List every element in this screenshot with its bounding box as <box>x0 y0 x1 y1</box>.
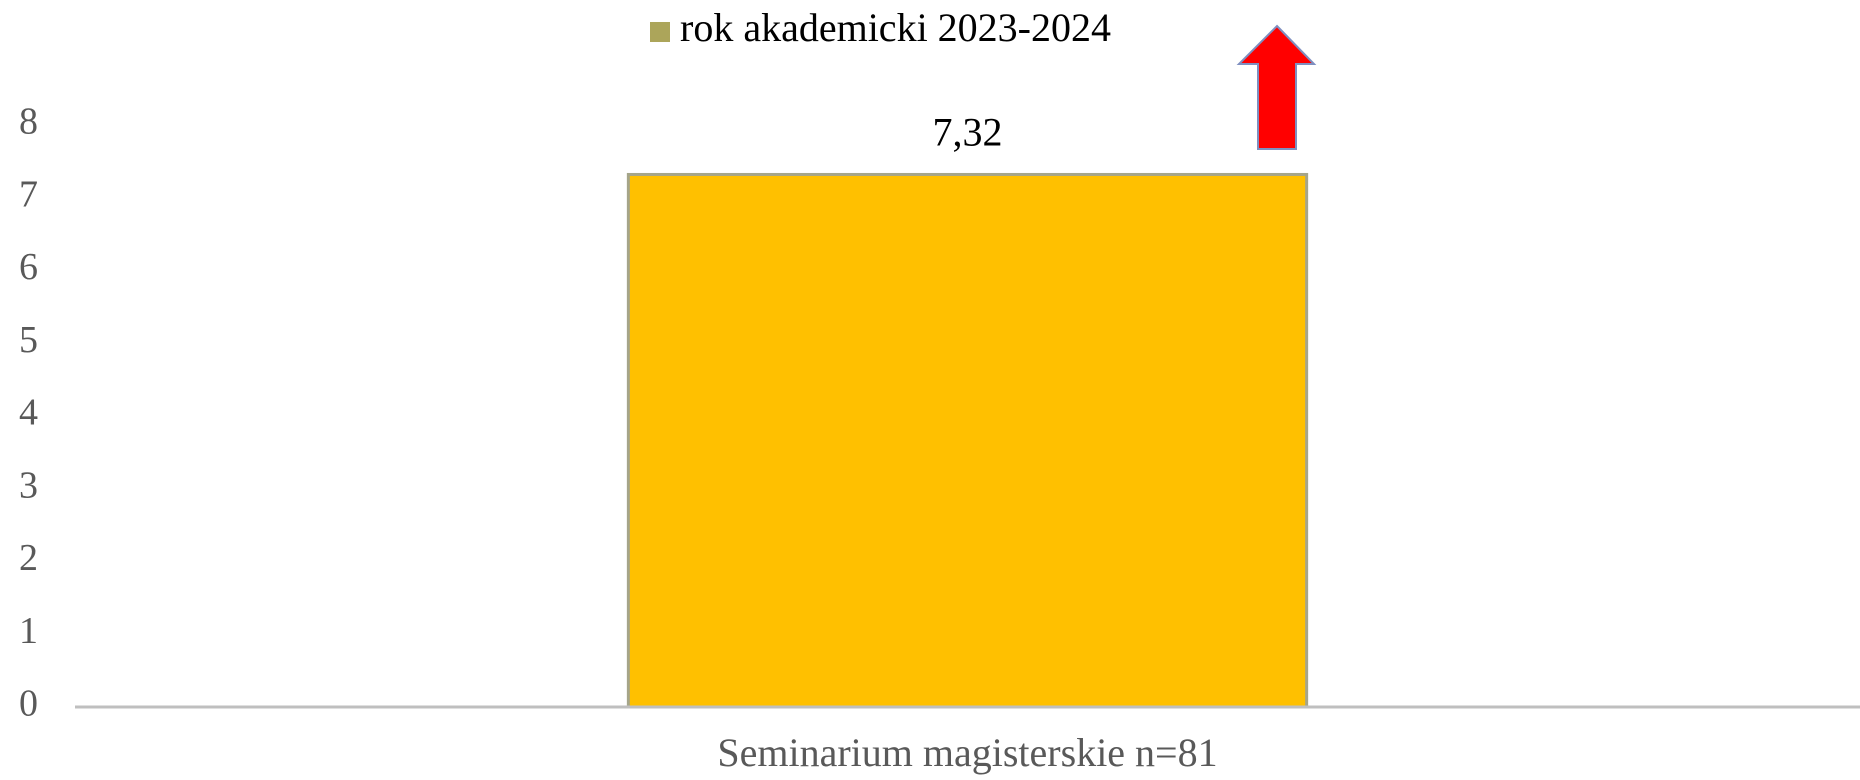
y-tick-label: 5 <box>19 319 38 361</box>
value-label: 7,32 <box>933 110 1003 155</box>
y-tick-label: 6 <box>19 246 38 288</box>
y-tick-label: 4 <box>19 392 38 434</box>
y-tick-label: 8 <box>19 101 38 143</box>
y-tick-label: 1 <box>19 610 38 652</box>
y-tick-label: 0 <box>19 683 38 725</box>
legend-swatch <box>650 22 670 42</box>
y-tick-label: 2 <box>19 537 38 579</box>
bar <box>626 172 1309 709</box>
y-tick-label: 7 <box>19 173 38 215</box>
y-tick-label: 3 <box>19 464 38 506</box>
up-arrow <box>1236 24 1317 150</box>
x-tick-label: Seminarium magisterskie n=81 <box>717 730 1217 775</box>
legend-label: rok akademicki 2023-2024 <box>680 5 1111 50</box>
